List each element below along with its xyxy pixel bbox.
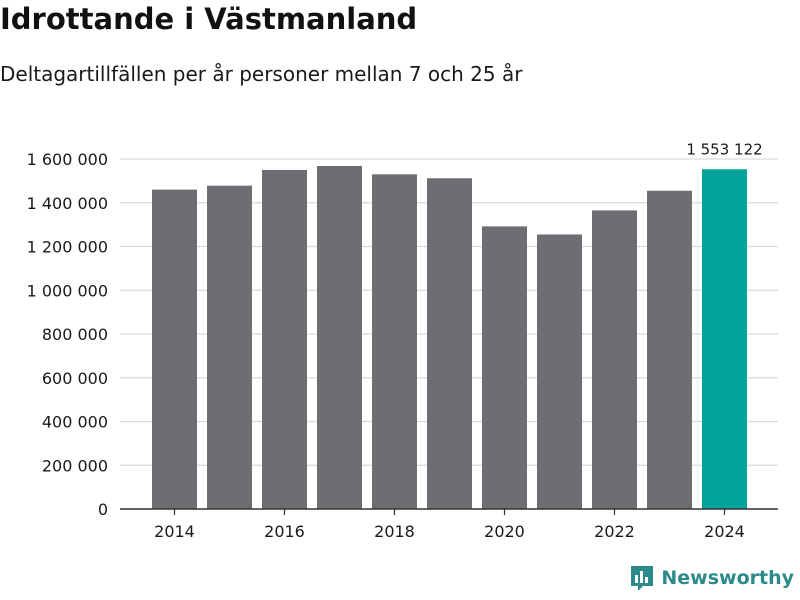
bar-2024 [702, 169, 747, 509]
y-tick-label: 1 400 000 [27, 194, 108, 213]
x-tick-label: 2024 [704, 522, 745, 541]
bar-2019 [427, 178, 472, 509]
data-label-highlight: 1 553 122 [686, 140, 762, 158]
y-tick-label: 800 000 [42, 325, 108, 344]
bar-2016 [262, 169, 307, 509]
x-tick-label: 2018 [374, 522, 415, 541]
bar-2017 [317, 166, 362, 509]
bar-2023 [647, 190, 692, 509]
x-tick-label: 2022 [594, 522, 635, 541]
y-tick-label: 1 000 000 [27, 281, 108, 300]
y-tick-label: 200 000 [42, 456, 108, 475]
chart-title: Idrottande i Västmanland [0, 2, 418, 36]
y-tick-label: 600 000 [42, 369, 108, 388]
chart-subtitle: Deltagartillfällen per år personer mella… [0, 62, 523, 86]
bar-2022 [592, 210, 637, 509]
brand-name: Newsworthy [661, 567, 794, 589]
bar-2020 [482, 226, 527, 509]
y-tick-label: 0 [98, 500, 108, 519]
y-tick-label: 400 000 [42, 413, 108, 432]
x-tick-label: 2014 [154, 522, 195, 541]
y-tick-label: 1 600 000 [27, 150, 108, 169]
bar-2015 [207, 185, 252, 509]
bar-2014 [152, 189, 197, 509]
y-tick-label: 1 200 000 [27, 238, 108, 257]
bar-2018 [372, 174, 417, 509]
brand-logo: Newsworthy [629, 564, 794, 592]
x-tick-label: 2020 [484, 522, 525, 541]
bar-2021 [537, 234, 582, 509]
x-tick-label: 2016 [264, 522, 305, 541]
newsworthy-logo-icon [631, 566, 654, 591]
